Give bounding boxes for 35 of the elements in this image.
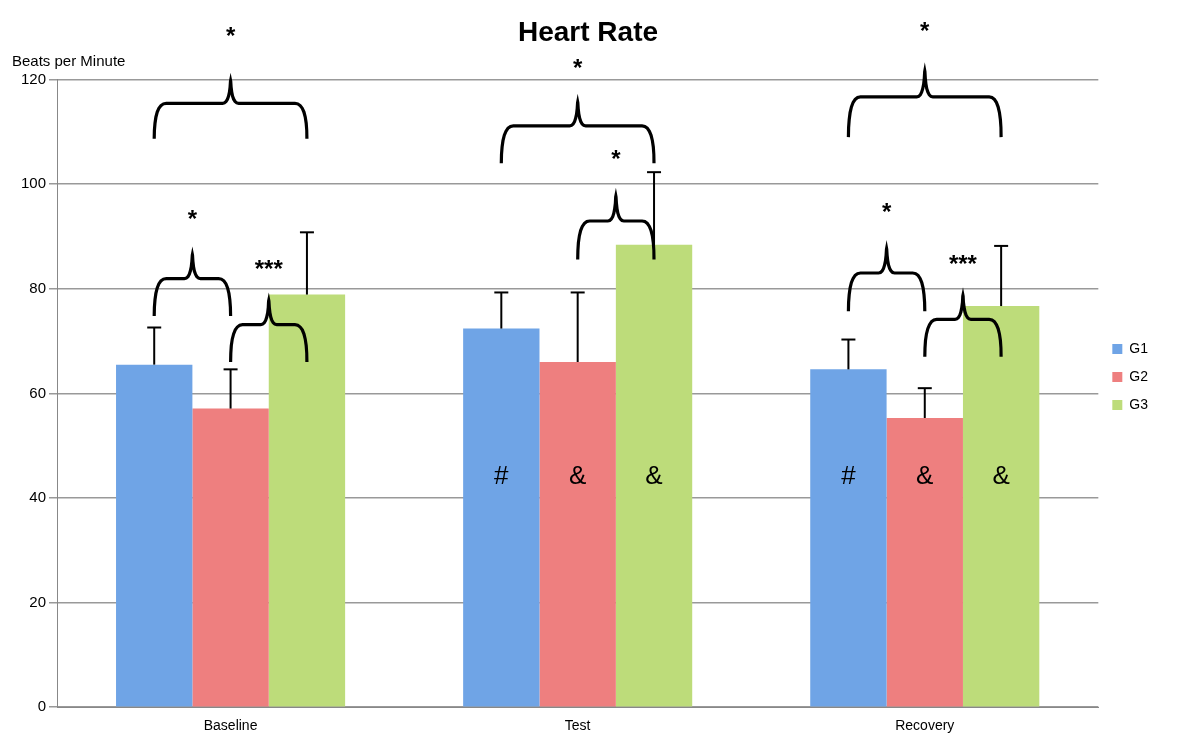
annotation: * <box>611 145 622 173</box>
y-axis-title: Beats per Minute <box>12 52 126 70</box>
bar <box>192 408 269 707</box>
legend-label: G1 <box>1129 339 1149 356</box>
text: * <box>225 22 236 50</box>
annotation: * <box>881 197 892 225</box>
chart-title: Heart Rate <box>517 15 659 47</box>
bar <box>539 362 616 707</box>
annotation: & <box>569 460 587 491</box>
x-tick-label: Test <box>564 717 591 734</box>
x-tick-label: Baseline <box>203 717 258 734</box>
annotation: & <box>916 460 934 491</box>
annotation: * <box>187 205 198 233</box>
annotation: *** <box>254 255 284 283</box>
y-tick-label: 100 <box>21 174 47 192</box>
x-tick-label: Recovery <box>895 717 955 734</box>
annotation: & <box>645 460 663 491</box>
text: * <box>920 17 931 45</box>
legend-label: G2 <box>1129 367 1149 384</box>
annotation: # <box>841 460 857 491</box>
bar <box>810 369 887 707</box>
bar <box>886 417 963 707</box>
y-tick-label: 0 <box>37 697 47 715</box>
bar <box>463 328 540 707</box>
y-tick-label: 80 <box>29 278 47 296</box>
annotation: *** <box>948 249 978 277</box>
annotation: * <box>573 53 583 81</box>
annotation: & <box>992 460 1010 491</box>
bar <box>116 364 193 707</box>
annotation: # <box>494 460 510 491</box>
legend-label: G3 <box>1129 395 1149 412</box>
y-tick-label: 120 <box>21 69 47 87</box>
y-tick-label: 40 <box>29 488 47 506</box>
y-tick-label: 20 <box>29 592 47 610</box>
y-tick-label: 60 <box>29 383 47 401</box>
